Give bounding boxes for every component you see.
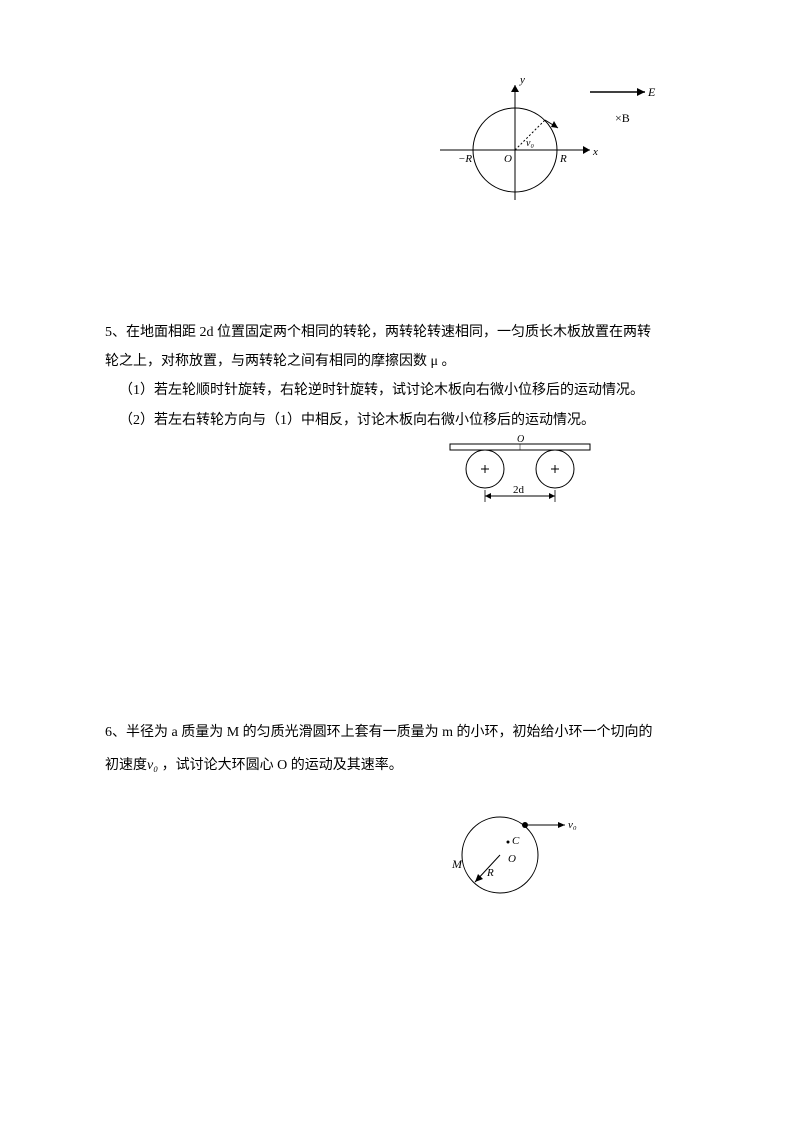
distance-2d-label: 2d: [513, 484, 525, 496]
plank-o-label: O: [517, 434, 524, 445]
problem-5-line1: 5、在地面相距 2d 位置固定两个相同的转轮，两转轮转速相同，一匀质长木板放置在…: [105, 320, 695, 345]
problem-5-text1: 在地面相距 2d 位置固定两个相同的转轮，两转轮转速相同，一匀质长木板放置在两转: [126, 325, 651, 340]
ring-c-label: C: [512, 835, 520, 847]
problem-6-suffix: ，试讨论大环圆心 O 的运动及其速率。: [158, 758, 403, 773]
problem-6: 6、半径为 a 质量为 M 的匀质光滑圆环上套有一质量为 m 的小环，初始给小环…: [105, 720, 695, 782]
ring-m-label: M: [451, 857, 463, 871]
coord-circle-svg: v₀ y x E ×B −R R O: [430, 70, 660, 220]
v0-label: v₀: [526, 138, 534, 149]
ring-v0-label: v₀: [568, 819, 577, 831]
origin-label: O: [504, 153, 512, 165]
diagram-problem4: v₀ y x E ×B −R R O: [430, 70, 660, 225]
problem-5-sub1: （1）若左轮顺时针旋转，右轮逆时针旋转，试讨论木板向右微小位移后的运动情况。: [105, 378, 695, 403]
problem-6-number: 6、: [105, 725, 126, 740]
y-axis-label: y: [519, 74, 525, 86]
problem-5-sub2: （2）若左右转轮方向与（1）中相反，讨论木板向右微小位移后的运动情况。: [105, 408, 695, 433]
problem-6-text1: 半径为 a 质量为 M 的匀质光滑圆环上套有一质量为 m 的小环，初始给小环一个…: [126, 725, 653, 740]
x-axis-label: x: [592, 146, 598, 158]
problem-6-line1: 6、半径为 a 质量为 M 的匀质光滑圆环上套有一质量为 m 的小环，初始给小环…: [105, 720, 695, 745]
ring-o-label: O: [508, 853, 516, 865]
pos-r-label: R: [559, 153, 567, 165]
ring-r-label: R: [486, 867, 494, 879]
problem-6-line2: 初速度v₀ ，试讨论大环圆心 O 的运动及其速率。: [105, 753, 695, 778]
problem-6-v0: v₀: [147, 758, 158, 773]
wheels-plank-svg: O 2d: [435, 432, 605, 512]
neg-r-label: −R: [458, 153, 472, 165]
e-field-label: E: [647, 85, 656, 99]
problem-5-number: 5、: [105, 325, 126, 340]
problem-6-prefix: 初速度: [105, 758, 147, 773]
problem-5-line2: 轮之上，对称放置，与两转轮之间有相同的摩擦因数 μ 。: [105, 349, 695, 374]
problem-5: 5、在地面相距 2d 位置固定两个相同的转轮，两转轮转速相同，一匀质长木板放置在…: [105, 320, 695, 437]
diagram-problem6: v₀ C O M R: [430, 800, 590, 915]
b-field-label: ×B: [615, 111, 630, 125]
diagram-problem5: O 2d: [435, 432, 605, 517]
ring-svg: v₀ C O M R: [430, 800, 590, 910]
